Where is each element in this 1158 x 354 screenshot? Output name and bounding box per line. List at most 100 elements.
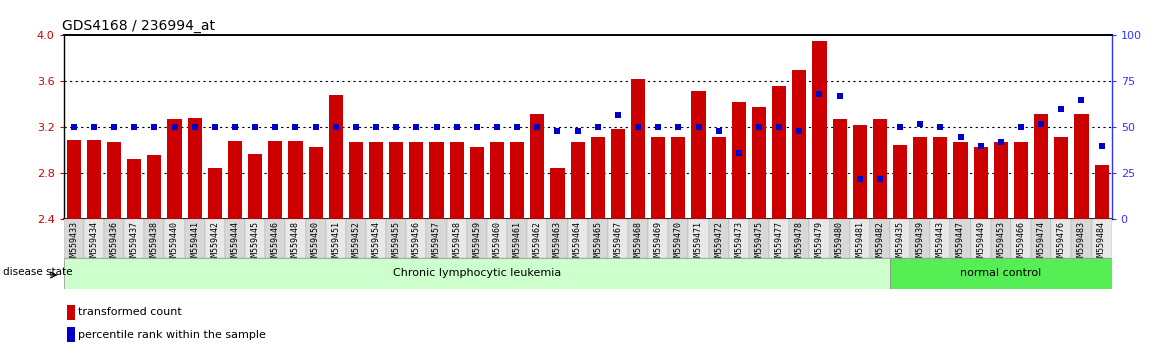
- Point: [387, 125, 405, 130]
- Point: [749, 125, 768, 130]
- Bar: [769, 219, 790, 258]
- Bar: [1075, 114, 1089, 219]
- Bar: [64, 219, 83, 258]
- Bar: [668, 219, 689, 258]
- Bar: [631, 79, 645, 219]
- Bar: [809, 219, 829, 258]
- Bar: [207, 168, 222, 219]
- Bar: [147, 155, 161, 219]
- Bar: [470, 147, 484, 219]
- Bar: [409, 142, 424, 219]
- Text: GSM559466: GSM559466: [1017, 222, 1026, 267]
- Text: GSM559453: GSM559453: [996, 222, 1005, 267]
- Bar: [991, 219, 1011, 258]
- Bar: [349, 142, 362, 219]
- Point: [770, 125, 789, 130]
- Text: GSM559449: GSM559449: [976, 222, 985, 267]
- Text: GSM559435: GSM559435: [895, 222, 904, 267]
- Point: [811, 91, 829, 97]
- Bar: [228, 141, 242, 219]
- Bar: [749, 219, 769, 258]
- Bar: [389, 142, 403, 219]
- Text: GSM559452: GSM559452: [351, 222, 360, 267]
- Text: GSM559442: GSM559442: [211, 222, 219, 267]
- Text: GSM559470: GSM559470: [674, 222, 683, 267]
- Point: [367, 125, 386, 130]
- Point: [166, 125, 184, 130]
- Bar: [689, 219, 709, 258]
- Text: GSM559468: GSM559468: [633, 222, 643, 267]
- Point: [911, 121, 930, 127]
- Bar: [64, 258, 891, 289]
- Bar: [447, 219, 467, 258]
- Point: [1012, 125, 1031, 130]
- Point: [266, 125, 285, 130]
- Text: GSM559445: GSM559445: [250, 222, 259, 267]
- Point: [710, 128, 728, 134]
- Bar: [430, 142, 444, 219]
- Text: GSM559477: GSM559477: [775, 222, 784, 267]
- Bar: [107, 142, 122, 219]
- Bar: [426, 219, 447, 258]
- Bar: [308, 147, 323, 219]
- Text: GSM559458: GSM559458: [452, 222, 461, 267]
- Bar: [467, 219, 486, 258]
- Point: [408, 125, 426, 130]
- Bar: [709, 219, 728, 258]
- Point: [1051, 106, 1070, 112]
- Text: GSM559479: GSM559479: [815, 222, 824, 267]
- Text: GSM559434: GSM559434: [89, 222, 98, 267]
- Point: [1072, 97, 1091, 103]
- Bar: [285, 219, 306, 258]
- Bar: [712, 137, 726, 219]
- Text: GSM559481: GSM559481: [856, 222, 864, 267]
- Bar: [329, 95, 343, 219]
- Point: [206, 125, 225, 130]
- Text: GSM559482: GSM559482: [875, 222, 885, 267]
- Text: Chronic lymphocytic leukemia: Chronic lymphocytic leukemia: [393, 268, 560, 279]
- Point: [931, 125, 950, 130]
- Bar: [124, 219, 145, 258]
- Point: [226, 125, 244, 130]
- Point: [508, 125, 527, 130]
- Text: GSM559451: GSM559451: [331, 222, 340, 267]
- Point: [689, 125, 708, 130]
- Text: GSM559457: GSM559457: [432, 222, 441, 267]
- Bar: [225, 219, 245, 258]
- Point: [629, 125, 647, 130]
- Bar: [188, 118, 201, 219]
- Bar: [732, 102, 746, 219]
- Text: percentile rank within the sample: percentile rank within the sample: [78, 330, 266, 339]
- Text: GSM559471: GSM559471: [694, 222, 703, 267]
- Point: [588, 125, 607, 130]
- Text: GSM559461: GSM559461: [513, 222, 521, 267]
- Bar: [87, 140, 101, 219]
- Bar: [369, 142, 383, 219]
- Point: [85, 125, 103, 130]
- Bar: [490, 142, 504, 219]
- Bar: [648, 219, 668, 258]
- Bar: [67, 140, 81, 219]
- Bar: [611, 129, 625, 219]
- Point: [65, 125, 83, 130]
- Point: [447, 125, 466, 130]
- Text: GSM559467: GSM559467: [614, 222, 622, 267]
- Bar: [829, 219, 850, 258]
- Text: transformed count: transformed count: [78, 307, 182, 317]
- Point: [346, 125, 365, 130]
- Bar: [870, 219, 891, 258]
- Bar: [248, 154, 262, 219]
- Bar: [608, 219, 628, 258]
- Text: GSM559464: GSM559464: [573, 222, 582, 267]
- Bar: [486, 219, 507, 258]
- Bar: [366, 219, 386, 258]
- Bar: [1051, 219, 1071, 258]
- Point: [1032, 121, 1050, 127]
- Text: GSM559436: GSM559436: [110, 222, 118, 267]
- Text: GSM559483: GSM559483: [1077, 222, 1086, 267]
- Bar: [567, 219, 588, 258]
- Text: GSM559443: GSM559443: [936, 222, 945, 267]
- Bar: [1054, 137, 1069, 219]
- Text: GSM559450: GSM559450: [312, 222, 320, 267]
- Bar: [752, 107, 767, 219]
